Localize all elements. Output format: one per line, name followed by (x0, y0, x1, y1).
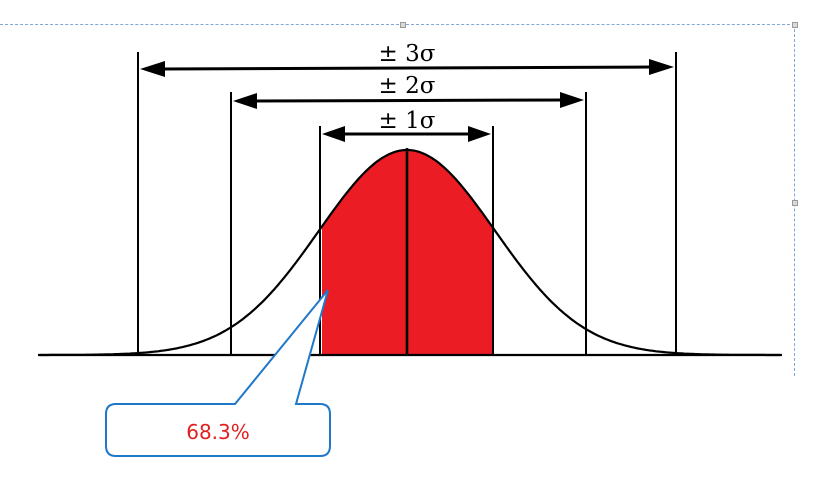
two-sigma-label: ± 2σ (379, 73, 436, 99)
one-sigma-label: ± 1σ (379, 108, 436, 134)
resize-handle-right[interactable] (792, 200, 798, 206)
three-sigma-arrow (140, 59, 674, 77)
resize-handle-top-right[interactable] (792, 22, 798, 28)
callout-bubble (105, 289, 331, 457)
two-sigma-arrow (233, 92, 584, 109)
resize-handle-top[interactable] (400, 22, 406, 28)
percentage-callout[interactable]: 68.3% (105, 289, 331, 457)
callout-text: 68.3% (186, 420, 250, 444)
one-sigma-arrow (322, 126, 491, 142)
bell-curve (40, 148, 780, 357)
three-sigma-label: ± 3σ (379, 41, 436, 67)
